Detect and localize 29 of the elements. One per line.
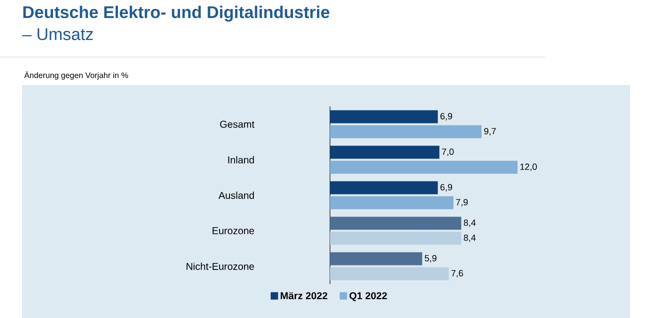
bar	[330, 110, 438, 124]
data-label: 7,9	[456, 199, 468, 206]
bar	[330, 181, 438, 194]
bar	[330, 252, 422, 266]
data-label: 8,4	[464, 220, 476, 227]
legend-label: März 2022	[280, 292, 328, 300]
legend-label: Q1 2022	[350, 292, 387, 302]
bar	[330, 216, 462, 230]
data-label: 9,7	[484, 128, 496, 136]
data-label: 6,9	[440, 184, 452, 192]
bar	[330, 196, 454, 210]
y-tick-label: Inland	[228, 156, 254, 164]
bar	[330, 232, 462, 245]
bar	[330, 267, 449, 280]
data-label: 7,6	[451, 270, 464, 278]
data-label: 6,9	[440, 113, 452, 120]
data-label: 5,9	[424, 255, 436, 262]
bar	[330, 160, 518, 174]
text: Deutsche Elektro- und Digitalindustrie	[23, 6, 330, 22]
bar	[330, 125, 482, 138]
text: – Umsatz	[22, 28, 93, 40]
y-tick-label: Gesamt	[220, 120, 254, 128]
data-label: 12,0	[520, 164, 537, 171]
data-label: 8,4	[464, 234, 476, 242]
y-tick-label: Eurozone	[212, 227, 254, 234]
data-label: 7,0	[442, 148, 454, 156]
bar	[330, 146, 440, 159]
y-tick-label: Ausland	[218, 192, 254, 199]
y-tick-label: Nicht-Eurozone	[186, 262, 254, 270]
